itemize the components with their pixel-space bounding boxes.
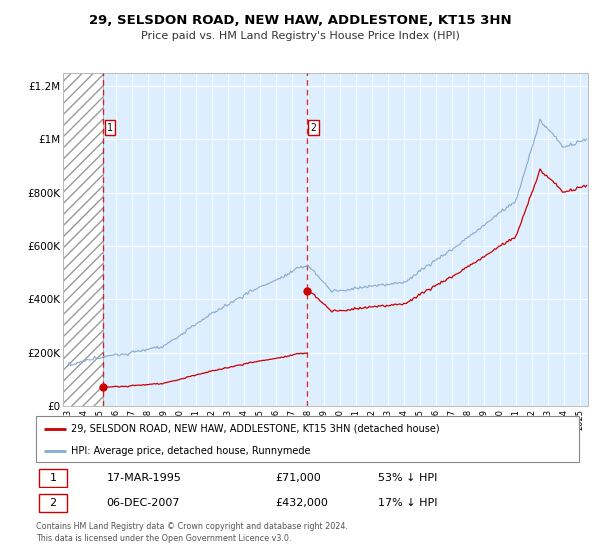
- FancyBboxPatch shape: [36, 416, 579, 462]
- Bar: [63, 73, 103, 406]
- Text: 17% ↓ HPI: 17% ↓ HPI: [378, 498, 437, 508]
- Text: 29, SELSDON ROAD, NEW HAW, ADDLESTONE, KT15 3HN (detached house): 29, SELSDON ROAD, NEW HAW, ADDLESTONE, K…: [71, 424, 440, 434]
- FancyBboxPatch shape: [39, 494, 67, 512]
- Text: HPI: Average price, detached house, Runnymede: HPI: Average price, detached house, Runn…: [71, 446, 311, 455]
- Text: £432,000: £432,000: [275, 498, 328, 508]
- Text: 2: 2: [311, 123, 316, 133]
- Text: 06-DEC-2007: 06-DEC-2007: [107, 498, 180, 508]
- Text: 2: 2: [49, 498, 56, 508]
- Text: 17-MAR-1995: 17-MAR-1995: [107, 473, 181, 483]
- Text: 53% ↓ HPI: 53% ↓ HPI: [378, 473, 437, 483]
- Text: 1: 1: [107, 123, 113, 133]
- Text: Price paid vs. HM Land Registry's House Price Index (HPI): Price paid vs. HM Land Registry's House …: [140, 31, 460, 41]
- FancyBboxPatch shape: [39, 469, 67, 487]
- Text: £71,000: £71,000: [275, 473, 320, 483]
- Text: 1: 1: [49, 473, 56, 483]
- Text: Contains HM Land Registry data © Crown copyright and database right 2024.
This d: Contains HM Land Registry data © Crown c…: [36, 522, 348, 543]
- Text: 29, SELSDON ROAD, NEW HAW, ADDLESTONE, KT15 3HN: 29, SELSDON ROAD, NEW HAW, ADDLESTONE, K…: [89, 14, 511, 27]
